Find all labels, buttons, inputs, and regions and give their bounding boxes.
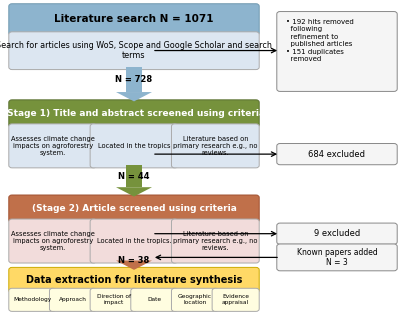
Text: Located in the tropics.: Located in the tropics. [97, 238, 171, 244]
Bar [126, 67, 142, 92]
Text: Evidence
appraisal: Evidence appraisal [222, 295, 249, 305]
FancyBboxPatch shape [172, 219, 259, 263]
Text: Literature based on
primary research e.g., no
reviews.: Literature based on primary research e.g… [173, 136, 258, 156]
FancyBboxPatch shape [277, 223, 397, 244]
FancyBboxPatch shape [9, 32, 259, 70]
FancyBboxPatch shape [9, 100, 259, 127]
FancyBboxPatch shape [9, 219, 96, 263]
Polygon shape [116, 187, 152, 197]
FancyBboxPatch shape [277, 144, 397, 165]
Text: Approach: Approach [59, 297, 87, 302]
Text: N = 728: N = 728 [116, 75, 152, 84]
Text: (Stage 1) Title and abstract screened using criteria: (Stage 1) Title and abstract screened us… [3, 109, 265, 118]
Text: Date: Date [147, 297, 161, 302]
FancyBboxPatch shape [9, 4, 259, 35]
Text: 9 excluded: 9 excluded [314, 229, 360, 238]
FancyBboxPatch shape [9, 124, 96, 168]
FancyBboxPatch shape [50, 288, 96, 311]
FancyBboxPatch shape [90, 288, 137, 311]
Text: • 192 hits removed
  following
  refinement to
  published articles
• 151 duplic: • 192 hits removed following refinement … [286, 19, 354, 62]
FancyBboxPatch shape [172, 288, 218, 311]
FancyBboxPatch shape [9, 267, 259, 293]
Text: Methodology: Methodology [13, 297, 52, 302]
Text: N = 38: N = 38 [118, 256, 150, 265]
FancyBboxPatch shape [277, 244, 397, 271]
FancyBboxPatch shape [212, 288, 259, 311]
FancyBboxPatch shape [90, 219, 178, 263]
Text: Data extraction for literature synthesis: Data extraction for literature synthesis [26, 275, 242, 285]
Text: Literature search N = 1071: Literature search N = 1071 [54, 14, 214, 25]
Text: Located in the tropics: Located in the tropics [98, 143, 170, 149]
FancyBboxPatch shape [90, 124, 178, 168]
FancyBboxPatch shape [9, 195, 259, 222]
Text: Assesses climate change
impacts on agroforestry
system.: Assesses climate change impacts on agrof… [11, 136, 95, 156]
Text: Search for articles using WoS, Scope and Google Scholar and search
terms: Search for articles using WoS, Scope and… [0, 41, 272, 61]
Text: 684 excluded: 684 excluded [308, 150, 366, 158]
FancyBboxPatch shape [9, 288, 56, 311]
FancyBboxPatch shape [277, 12, 397, 91]
Polygon shape [116, 261, 152, 270]
Bar [126, 165, 142, 187]
FancyBboxPatch shape [131, 288, 178, 311]
Text: Geographic
location: Geographic location [178, 295, 212, 305]
Text: (Stage 2) Article screened using criteria: (Stage 2) Article screened using criteri… [32, 204, 236, 213]
Polygon shape [116, 92, 152, 101]
Text: Assesses climate change
impacts on agroforestry
system.: Assesses climate change impacts on agrof… [11, 231, 95, 251]
Text: N = 44: N = 44 [118, 172, 150, 181]
Text: Literature based on
primary research e.g., no
reviews.: Literature based on primary research e.g… [173, 231, 258, 251]
Text: Direction of
impact: Direction of impact [97, 295, 131, 305]
Text: Known papers added
N = 3: Known papers added N = 3 [297, 248, 377, 267]
FancyBboxPatch shape [172, 124, 259, 168]
